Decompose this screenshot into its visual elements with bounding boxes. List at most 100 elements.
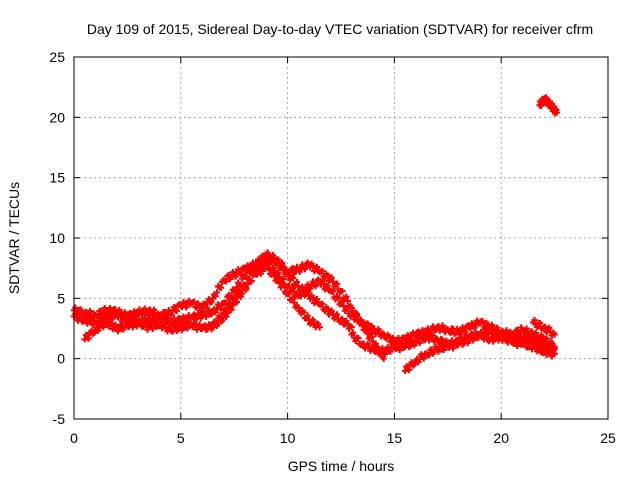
data-point	[349, 310, 357, 318]
data-point	[112, 321, 119, 328]
data-point	[415, 328, 422, 335]
data-point	[411, 342, 418, 349]
data-point	[502, 332, 509, 340]
data-point	[319, 300, 326, 307]
data-point	[492, 328, 500, 335]
data-point	[137, 318, 144, 325]
data-point	[239, 286, 246, 294]
data-point	[375, 325, 382, 333]
data-point	[178, 326, 186, 334]
data-point	[297, 292, 305, 300]
data-point	[348, 324, 355, 331]
data-point	[109, 310, 116, 317]
y-tick-label: 15	[49, 170, 65, 186]
data-point	[548, 340, 556, 347]
data-point	[536, 319, 544, 327]
data-point	[415, 358, 422, 366]
data-point	[217, 305, 225, 312]
data-point	[77, 306, 84, 313]
data-point	[313, 296, 321, 303]
x-tick-label: 0	[70, 430, 78, 446]
data-point	[104, 310, 111, 317]
data-point	[289, 274, 297, 282]
data-point	[106, 304, 114, 312]
data-point	[269, 251, 277, 259]
x-tick-label: 5	[177, 430, 185, 446]
data-point	[303, 287, 310, 294]
data-point	[324, 272, 331, 279]
data-point	[228, 301, 235, 309]
data-point	[379, 344, 386, 352]
data-points	[70, 94, 560, 374]
data-point	[333, 280, 341, 287]
data-point	[307, 285, 314, 292]
data-point	[202, 313, 210, 321]
data-point	[397, 339, 405, 346]
y-tick-label: 5	[57, 290, 65, 306]
data-point	[138, 311, 146, 318]
data-point	[94, 313, 102, 320]
data-point	[313, 263, 321, 271]
data-point	[461, 328, 469, 335]
data-point	[488, 321, 496, 329]
data-point	[168, 311, 175, 319]
data-point	[484, 330, 492, 338]
x-tick-label: 10	[280, 430, 296, 446]
grid	[74, 57, 608, 419]
data-point	[440, 346, 447, 354]
data-point	[184, 325, 191, 332]
data-point	[301, 265, 309, 273]
data-point	[212, 293, 219, 300]
data-point	[149, 325, 156, 333]
data-point	[546, 324, 553, 332]
data-point	[232, 273, 239, 280]
data-point	[72, 304, 79, 311]
data-point	[531, 316, 538, 324]
data-point	[280, 275, 287, 283]
x-tick-label: 20	[493, 430, 509, 446]
y-tick-label: 0	[57, 351, 65, 367]
data-point	[551, 331, 558, 338]
data-point	[261, 255, 269, 263]
data-point	[360, 319, 367, 326]
data-point	[309, 294, 317, 302]
data-point	[265, 264, 273, 271]
data-point	[551, 343, 558, 350]
data-point	[324, 282, 331, 289]
data-point	[218, 313, 226, 320]
data-point	[496, 329, 504, 337]
data-point	[182, 304, 190, 311]
data-point	[343, 293, 350, 300]
data-point	[320, 280, 327, 287]
data-point	[534, 323, 541, 331]
data-point	[344, 304, 351, 312]
data-point	[389, 334, 397, 342]
data-point	[247, 266, 254, 274]
data-point	[309, 316, 317, 324]
data-point	[100, 324, 107, 331]
data-point	[275, 274, 282, 282]
x-axis-label: GPS time / hours	[288, 458, 395, 474]
data-point	[289, 294, 297, 301]
data-point	[365, 322, 373, 329]
data-point	[293, 278, 301, 286]
data-point	[161, 320, 168, 327]
data-point	[248, 278, 255, 285]
data-point	[280, 282, 287, 289]
data-point	[243, 284, 250, 291]
data-point	[339, 287, 346, 295]
data-point	[319, 267, 326, 275]
series-track-8	[530, 316, 558, 339]
y-tick-label: 25	[49, 49, 65, 65]
data-point	[536, 343, 544, 351]
data-point	[453, 325, 461, 333]
data-point	[380, 355, 387, 362]
data-point	[271, 271, 278, 279]
data-point	[435, 348, 442, 355]
data-point	[279, 259, 286, 267]
data-point	[222, 278, 230, 285]
data-point	[202, 304, 210, 311]
data-point	[328, 307, 335, 314]
data-point	[150, 306, 158, 314]
